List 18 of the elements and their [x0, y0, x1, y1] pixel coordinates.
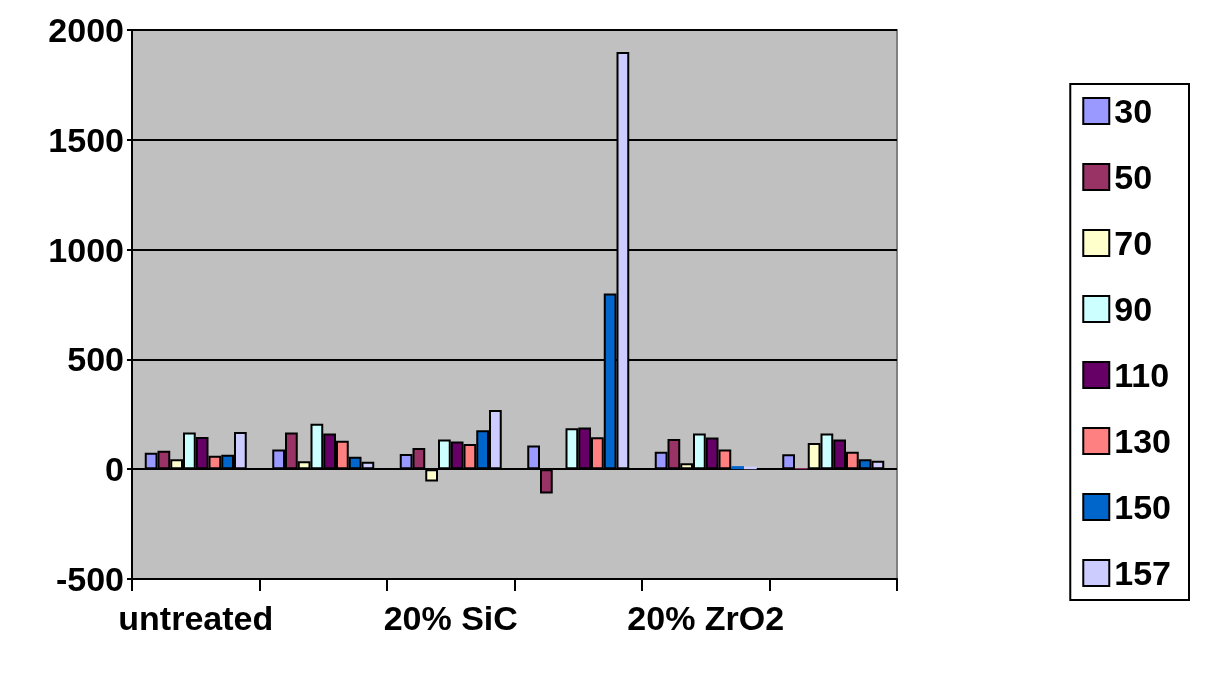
legend-label: 30 — [1114, 92, 1153, 130]
y-tick-label: 500 — [67, 340, 124, 379]
y-tick-label: -500 — [55, 560, 124, 598]
x-tick-label: 20% ZrO2 — [627, 599, 785, 637]
bar — [731, 466, 744, 470]
legend-label: 50 — [1114, 158, 1153, 196]
x-tick-label: 20% SiC — [383, 599, 518, 637]
legend-label: 90 — [1114, 290, 1153, 328]
legend-label: 110 — [1114, 356, 1170, 394]
legend-label: 150 — [1114, 488, 1172, 526]
y-tick-label: 0 — [105, 450, 124, 489]
legend-label: 157 — [1114, 554, 1172, 592]
y-tick-label: 1000 — [48, 230, 124, 269]
y-tick-label: 1500 — [48, 120, 124, 159]
legend-label: 70 — [1114, 224, 1153, 262]
y-tick-label: 2000 — [48, 11, 124, 49]
legend-label: 130 — [1114, 422, 1172, 460]
x-tick-label: untreated — [118, 599, 274, 637]
